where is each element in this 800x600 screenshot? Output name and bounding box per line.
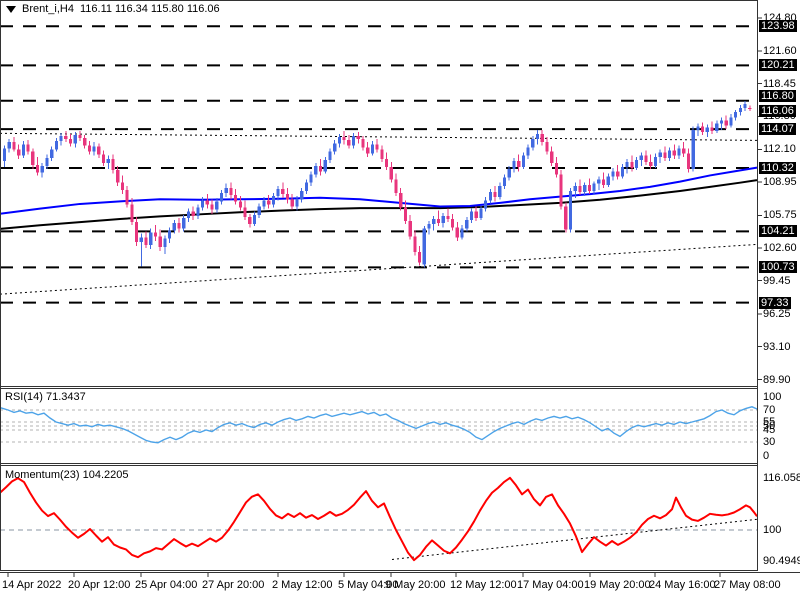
momentum-panel xyxy=(0,476,758,562)
rsi-panel xyxy=(0,406,758,444)
collapse-triangle-icon[interactable] xyxy=(6,5,16,13)
panel-borders xyxy=(0,0,800,573)
trendline-lower xyxy=(0,243,758,295)
candlesticks[interactable] xyxy=(2,100,752,268)
momentum-line xyxy=(0,476,758,562)
rsi-line xyxy=(0,406,758,444)
momentum-trendline xyxy=(391,518,758,560)
momentum-indicator-label: Momentum(23) 104.2205 xyxy=(5,469,129,481)
symbol-timeframe-label: Brent_i,H4 xyxy=(22,3,74,15)
support-resistance-levels xyxy=(0,25,757,304)
trendline-upper xyxy=(0,132,758,141)
rsi-indicator-label: RSI(14) 71.3437 xyxy=(5,391,86,403)
ma-fast xyxy=(0,166,758,215)
ohlc-values: 116.11 116.34 115.80 116.06 xyxy=(79,3,220,15)
ma-fast-line xyxy=(0,166,758,215)
main-trendlines xyxy=(0,132,758,295)
chart-title-bar: Brent_i,H4 116.11 116.34 115.80 116.06 xyxy=(6,3,220,15)
